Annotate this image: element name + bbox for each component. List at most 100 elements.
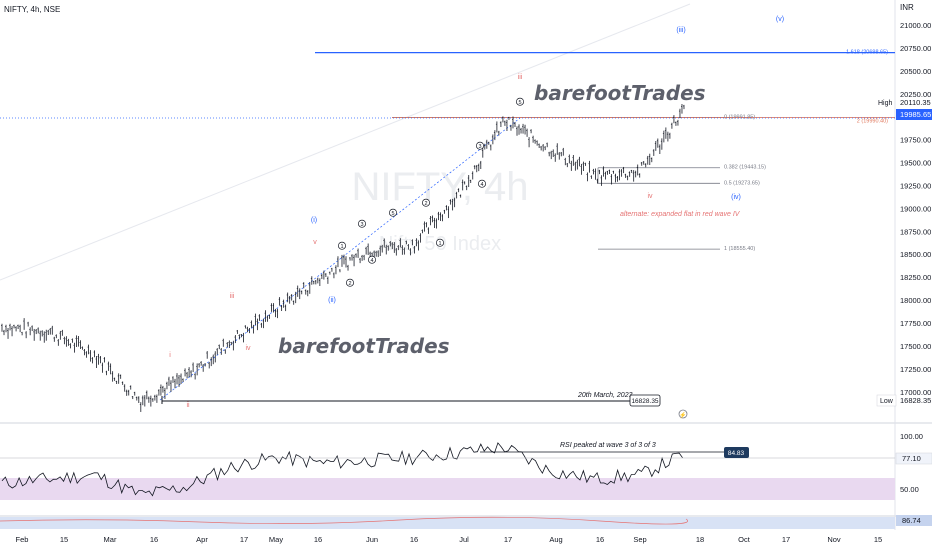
- circled-wave-label: 4: [480, 182, 483, 188]
- time-axis-label[interactable]: 15: [60, 535, 68, 544]
- circled-wave-marker: [476, 141, 484, 150]
- wave-trend-line[interactable]: [159, 117, 521, 401]
- last-price-value: 19985.65: [900, 110, 931, 119]
- symbol-header: NIFTY, 4h, NSE: [4, 5, 60, 14]
- circled-wave-label: 3: [360, 222, 363, 228]
- price-axis-label[interactable]: 20750.00: [900, 44, 931, 53]
- circled-wave-label: 4: [370, 258, 373, 264]
- circled-wave-label: 1: [438, 241, 441, 247]
- blue-wave-label: (i): [311, 217, 317, 224]
- last-price-box: [896, 109, 932, 120]
- time-axis-label[interactable]: Aug: [549, 535, 562, 544]
- low-label-box: [876, 394, 897, 407]
- time-axis-label[interactable]: 17: [782, 535, 790, 544]
- secondary-indicator-band: [0, 517, 895, 529]
- blue-wave-label: (v): [776, 16, 784, 23]
- rsi-line: [1, 442, 683, 497]
- time-axis-label[interactable]: Jun: [366, 535, 378, 544]
- red-wave-label: v: [313, 239, 317, 246]
- blue-wave-label: (iii): [676, 27, 685, 34]
- circled-wave-label: 5: [518, 100, 521, 106]
- circled-wave-marker: [338, 241, 346, 250]
- time-axis-label[interactable]: 16: [410, 535, 418, 544]
- time-axis-label[interactable]: 16: [314, 535, 322, 544]
- low-value-box-text: 16828.35: [631, 398, 658, 405]
- low-label: Low: [880, 398, 894, 405]
- circled-wave-label: 5: [391, 211, 394, 217]
- blue-wave-label: (iv): [731, 194, 741, 201]
- price-axis-label[interactable]: 17500.00: [900, 342, 931, 351]
- circled-wave-marker: [389, 208, 397, 217]
- circled-wave-label: 2: [424, 201, 427, 207]
- circled-wave-marker: [346, 278, 354, 287]
- price-axis-label[interactable]: 17250.00: [900, 365, 931, 374]
- trend-line[interactable]: [0, 3, 691, 281]
- time-axis-label[interactable]: 16: [596, 535, 604, 544]
- circled-wave-marker: [516, 97, 524, 106]
- time-axis-label[interactable]: 15: [874, 535, 882, 544]
- time-axis-label[interactable]: 18: [696, 535, 704, 544]
- circled-wave-label: 3: [478, 144, 481, 150]
- price-axis-label[interactable]: 19000.00: [900, 204, 931, 213]
- time-axis-label[interactable]: Sep: [633, 535, 646, 544]
- time-axis-label[interactable]: 16: [150, 535, 158, 544]
- high-value: 20110.35: [900, 98, 931, 107]
- circled-wave-marker: [368, 255, 376, 264]
- red-wave-label: ii: [186, 402, 190, 409]
- fib-level-label: 0.382 (19443.15): [724, 165, 766, 171]
- circled-wave-marker: [358, 219, 366, 228]
- time-axis-label[interactable]: Mar: [104, 535, 117, 544]
- rsi-axis-label[interactable]: 50.00: [900, 485, 919, 494]
- rsi-band: [0, 478, 895, 500]
- price-axis-label[interactable]: 18250.00: [900, 273, 931, 282]
- time-axis-label[interactable]: Jul: [459, 535, 469, 544]
- brand-watermark-bottom: barefootTrades: [278, 334, 450, 358]
- time-axis-label[interactable]: 17: [504, 535, 512, 544]
- rsi-pane[interactable]: [0, 425, 895, 515]
- price-axis-label[interactable]: 19250.00: [900, 181, 931, 190]
- rsi-axis-label[interactable]: 100.00: [900, 432, 923, 441]
- price-axis-label[interactable]: 17000.00: [900, 388, 931, 397]
- replay-icon[interactable]: [678, 409, 688, 419]
- rsi-current-value: 77.10: [902, 454, 921, 463]
- time-axis-label[interactable]: Oct: [738, 535, 751, 544]
- rsi-peak-box: [724, 447, 749, 458]
- red-wave-label: iv: [647, 193, 653, 200]
- time-axis-label[interactable]: Nov: [827, 535, 841, 544]
- circled-wave-marker: [422, 198, 430, 207]
- fib-level-label: 0.5 (19273.65): [724, 180, 760, 186]
- secondary-indicator-line: [0, 516, 688, 525]
- price-pane[interactable]: [0, 0, 895, 420]
- price-axis-label[interactable]: 18000.00: [900, 296, 931, 305]
- alternate-note: alternate: expanded flat in red wave IV: [620, 211, 741, 218]
- price-axis-label[interactable]: 20500.00: [900, 67, 931, 76]
- low-value: 16828.35: [900, 396, 931, 405]
- secondary-current-value: 86.74: [902, 516, 921, 525]
- red-wave-label: iv: [245, 345, 251, 352]
- price-axis-label[interactable]: 21000.00: [900, 21, 931, 30]
- time-axis-label[interactable]: Apr: [196, 535, 208, 544]
- price-axis-label[interactable]: 18750.00: [900, 227, 931, 236]
- time-axis-label[interactable]: Feb: [16, 535, 29, 544]
- circled-wave-marker: [436, 238, 444, 247]
- fib-level-label: 2 (19990.40): [857, 119, 888, 125]
- rsi-peak-note: RSI peaked at wave 3 of 3 of 3: [560, 442, 656, 449]
- currency-label: INR: [900, 3, 914, 12]
- rsi-current-box: [895, 452, 932, 465]
- price-axis-label[interactable]: 19500.00: [900, 159, 931, 168]
- red-wave-label: iii: [518, 74, 523, 81]
- red-wave-label: iii: [230, 293, 235, 300]
- price-axis-label[interactable]: 19750.00: [900, 136, 931, 145]
- price-axis-label[interactable]: 20250.00: [900, 90, 931, 99]
- ohlc-bars[interactable]: [1, 104, 685, 412]
- fib-level-label: 1 (18555.40): [724, 246, 755, 252]
- price-axis-label[interactable]: 18500.00: [900, 250, 931, 259]
- red-wave-label: i: [169, 352, 171, 359]
- low-value-box: [629, 394, 661, 407]
- symbol-watermark: NIFTY, 4h: [351, 165, 528, 209]
- time-axis-label[interactable]: May: [269, 535, 283, 544]
- time-axis-label[interactable]: 17: [240, 535, 248, 544]
- price-axis-label[interactable]: 17750.00: [900, 319, 931, 328]
